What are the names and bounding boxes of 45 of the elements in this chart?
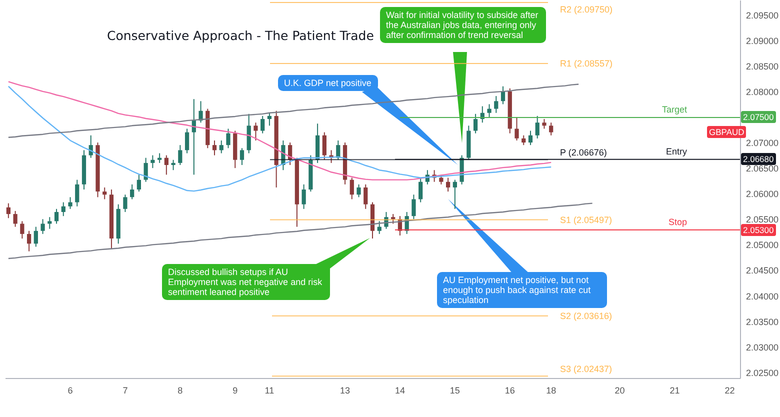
- text: 2.05300: [741, 224, 776, 236]
- x-tick-label: 13: [340, 386, 350, 396]
- annotation: U.K. GDP net positive: [278, 75, 378, 91]
- y-tick-label: 2.05000: [746, 240, 779, 250]
- ref-line-label: Target: [662, 104, 688, 114]
- x-tick-label: 22: [724, 386, 735, 396]
- x-tick-label: 16: [504, 386, 515, 396]
- text: Conservative Approach - The Patient Trade: [107, 28, 374, 43]
- y-tick-label: 2.04000: [746, 291, 779, 302]
- annotation: GBPAUD: [707, 126, 746, 138]
- text: 2.07500: [741, 111, 776, 124]
- y-tick-label: 2.03000: [746, 342, 779, 352]
- x-tick-label: 21: [670, 386, 680, 396]
- ref-line-label: R1 (2.08557): [560, 58, 613, 68]
- x-tick-label: 14: [394, 386, 405, 396]
- ref-line-label: S1 (2.05497): [560, 214, 612, 225]
- y-tick-label: 2.06500: [746, 164, 779, 174]
- text: 2.06680: [741, 153, 776, 166]
- x-tick-label: 11: [264, 386, 274, 396]
- y-tick-label: 2.05500: [746, 214, 779, 225]
- ref-line-label: Entry: [666, 146, 688, 156]
- ref-line-label: R2 (2.09750): [560, 4, 613, 15]
- x-tick-label: 18: [546, 386, 556, 396]
- y-tick-label: 2.04500: [746, 266, 779, 276]
- y-tick-label: 2.08000: [746, 86, 779, 97]
- y-tick-label: 2.07000: [746, 138, 779, 148]
- ref-line-label: P (2.06676): [560, 148, 607, 158]
- y-tick-label: 2.06000: [746, 189, 779, 200]
- ref-line-label: S2 (2.03616): [560, 310, 612, 321]
- ref-line-label: Stop: [668, 216, 687, 227]
- y-tick-label: 2.08500: [746, 61, 779, 72]
- x-tick-label: 6: [68, 386, 73, 396]
- annotation: AU Employment net positive, but not enough to push back against rate cut speculation: [437, 272, 607, 308]
- y-tick-label: 2.03500: [746, 316, 779, 327]
- ref-line-label: S3 (2.02437): [560, 364, 612, 374]
- x-tick-label: 8: [178, 386, 183, 396]
- y-tick-label: 2.09000: [746, 36, 779, 46]
- x-tick-label: 9: [232, 386, 238, 396]
- x-tick-label: 20: [614, 386, 625, 396]
- y-tick-label: 2.02500: [746, 368, 779, 378]
- annotation: Wait for initial volatility to subside after the Australian jobs data, entering only after confirmation of trend reversal: [380, 7, 546, 43]
- y-tick-label: 2.09500: [746, 10, 779, 20]
- x-tick-label: 15: [450, 386, 460, 396]
- annotation: Discussed bullish setups if AU Employment was net negative and risk sentiment leaned positive: [162, 264, 330, 300]
- x-tick-label: 7: [122, 386, 128, 396]
